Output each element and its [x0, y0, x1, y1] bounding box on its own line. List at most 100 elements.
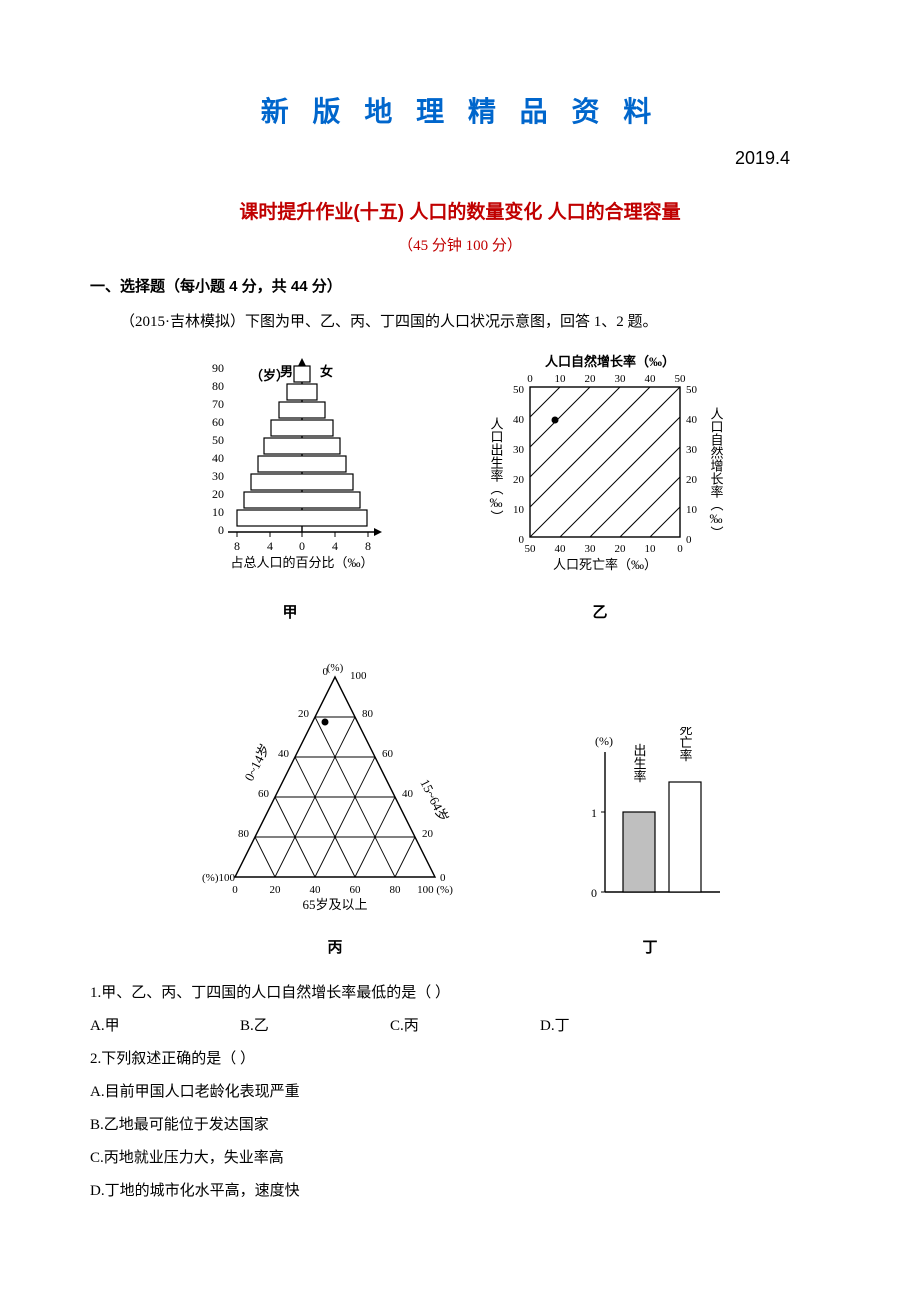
q2-opt-c: C.丙地就业压力大，失业率高 [90, 1142, 830, 1175]
svg-text:0: 0 [218, 523, 224, 537]
svg-text:10: 10 [686, 504, 698, 516]
q2-opt-a: A.目前甲国人口老龄化表现严重 [90, 1076, 830, 1109]
figure-row-2: (%) 100 0 20 40 60 80 (%)100 80 60 40 20… [90, 647, 830, 957]
svg-text:8: 8 [234, 539, 240, 553]
bing-svg: (%) 100 0 20 40 60 80 (%)100 80 60 40 20… [185, 647, 485, 927]
svg-text:0: 0 [686, 534, 692, 546]
svg-text:20: 20 [212, 487, 224, 501]
svg-text:0: 0 [677, 543, 683, 555]
svg-text:40: 40 [645, 373, 657, 385]
chart-jia: 90 80 70 60 50 40 30 20 10 0 （岁） 男 女 [180, 352, 400, 622]
svg-text:10: 10 [513, 504, 525, 516]
yi-left-label: 人口出生率（‰） [489, 417, 504, 523]
svg-text:30: 30 [615, 373, 627, 385]
yi-svg: 人口自然增长率（‰） 0 10 20 30 40 50 [460, 352, 740, 592]
svg-text:100 (%): 100 (%) [417, 884, 453, 896]
svg-text:20: 20 [422, 828, 434, 840]
pyramid-svg: 90 80 70 60 50 40 30 20 10 0 （岁） 男 女 [180, 352, 400, 592]
svg-text:0: 0 [591, 886, 597, 900]
svg-text:0: 0 [232, 884, 238, 896]
svg-text:40: 40 [310, 884, 322, 896]
svg-text:60: 60 [258, 788, 270, 800]
q1-opt-b: B.乙 [240, 1010, 390, 1043]
worksheet-title: 课时提升作业(十五) 人口的数量变化 人口的合理容量 [90, 197, 830, 224]
svg-text:20: 20 [298, 708, 310, 720]
svg-text:30: 30 [686, 444, 698, 456]
question-intro: （2015·吉林模拟）下图为甲、乙、丙、丁四国的人口状况示意图，回答 1、2 题… [90, 308, 830, 337]
q2-stem: 2.下列叙述正确的是（ ） [90, 1043, 830, 1076]
section-heading: 一、选择题（每小题 4 分，共 44 分） [90, 275, 830, 296]
svg-text:40: 40 [278, 748, 290, 760]
svg-text:20: 20 [585, 373, 597, 385]
svg-text:10: 10 [645, 543, 657, 555]
chart-bing: (%) 100 0 20 40 60 80 (%)100 80 60 40 20… [185, 647, 485, 957]
timing-line: （45 分钟 100 分） [90, 234, 830, 255]
svg-text:60: 60 [350, 884, 362, 896]
ding-cat-2: 死亡率 [678, 727, 693, 762]
chart-ding: (%) 0 1 出生率 死亡率 丁 [565, 727, 735, 957]
svg-text:50: 50 [212, 433, 224, 447]
svg-text:0: 0 [527, 373, 533, 385]
svg-text:30: 30 [513, 444, 525, 456]
bing-a-label: 0~14岁 [241, 741, 272, 783]
svg-text:60: 60 [382, 748, 394, 760]
svg-text:1: 1 [591, 806, 597, 820]
date-line: 2019.4 [90, 148, 830, 169]
svg-text:50: 50 [675, 373, 687, 385]
svg-text:(%): (%) [327, 662, 344, 674]
svg-text:20: 20 [270, 884, 282, 896]
svg-text:80: 80 [238, 828, 250, 840]
q2-opt-b: B.乙地最可能位于发达国家 [90, 1109, 830, 1142]
svg-text:50: 50 [513, 384, 525, 396]
svg-text:30: 30 [212, 469, 224, 483]
svg-text:80: 80 [362, 708, 374, 720]
chart-yi: 人口自然增长率（‰） 0 10 20 30 40 50 [460, 352, 740, 622]
caption-bing: 丙 [185, 936, 485, 957]
yi-x-label: 人口死亡率（‰） [553, 557, 657, 572]
caption-jia: 甲 [180, 601, 400, 622]
svg-text:40: 40 [686, 414, 698, 426]
svg-text:4: 4 [267, 539, 273, 553]
caption-yi: 乙 [460, 601, 740, 622]
ding-cat-1: 出生率 [632, 743, 647, 782]
yi-right-label: 人口自然增长率（‰） [709, 407, 724, 539]
svg-text:20: 20 [513, 474, 525, 486]
figure-row-1: 90 80 70 60 50 40 30 20 10 0 （岁） 男 女 [90, 352, 830, 622]
caption-ding: 丁 [565, 936, 735, 957]
svg-text:20: 20 [615, 543, 627, 555]
q2-opt-d: D.丁地的城市化水平高，速度快 [90, 1175, 830, 1208]
bing-c-label: 65岁及以上 [302, 897, 367, 912]
bing-b-label: 15~64岁 [417, 776, 451, 824]
svg-text:40: 40 [212, 451, 224, 465]
q1-opt-c: C.丙 [390, 1010, 540, 1043]
svg-text:8: 8 [365, 539, 371, 553]
svg-text:0: 0 [323, 666, 329, 678]
svg-text:4: 4 [332, 539, 338, 553]
svg-text:50: 50 [686, 384, 698, 396]
svg-text:100: 100 [350, 670, 367, 682]
q1-opt-d: D.丁 [540, 1010, 690, 1043]
svg-text:10: 10 [212, 505, 224, 519]
female-label: 女 [320, 364, 333, 379]
ding-svg: (%) 0 1 出生率 死亡率 [565, 727, 735, 927]
svg-text:90: 90 [212, 361, 224, 375]
svg-text:0: 0 [440, 872, 446, 884]
svg-text:60: 60 [212, 415, 224, 429]
svg-text:10: 10 [555, 373, 567, 385]
x-label: 占总人口的百分比（‰） [230, 555, 373, 570]
svg-text:50: 50 [525, 543, 537, 555]
svg-text:70: 70 [212, 397, 224, 411]
svg-text:40: 40 [513, 414, 525, 426]
main-title: 新 版 地 理 精 品 资 料 [90, 90, 830, 130]
ding-unit: (%) [595, 734, 613, 748]
svg-text:(%)100: (%)100 [202, 872, 235, 884]
svg-text:40: 40 [402, 788, 414, 800]
svg-text:20: 20 [686, 474, 698, 486]
svg-text:30: 30 [585, 543, 597, 555]
svg-text:80: 80 [390, 884, 402, 896]
svg-text:80: 80 [212, 379, 224, 393]
male-label: 男 [280, 364, 293, 379]
svg-text:0: 0 [299, 539, 305, 553]
q1-opt-a: A.甲 [90, 1010, 240, 1043]
q1-options: A.甲 B.乙 C.丙 D.丁 [90, 1010, 830, 1043]
